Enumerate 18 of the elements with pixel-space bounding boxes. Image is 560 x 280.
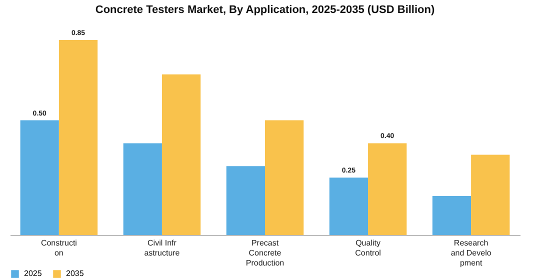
x-tick-label: Civil Infr astructure [144,238,180,258]
bar [471,154,510,235]
legend-label: 2035 [66,269,84,278]
bar [162,74,201,235]
bar [20,120,59,235]
bar [226,166,265,235]
x-tick-label: Quality Control [355,238,382,258]
chart-title: Concrete Testers Market, By Application, 2025-2035 (USD Billion) [95,4,435,16]
bar [329,178,368,235]
bar [432,196,472,235]
bar [58,40,98,235]
bar [123,143,162,235]
legend-label: 2025 [24,269,42,278]
x-tick-label: Precast Concrete Production [246,238,284,268]
x-tick-label: Research and Develo pment [450,238,492,268]
bar [368,143,407,235]
bar [265,120,304,235]
x-tick-label: Constructi on [40,238,78,258]
